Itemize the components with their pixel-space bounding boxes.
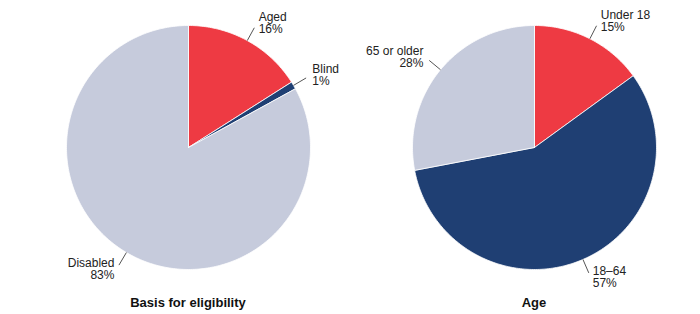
svg-text:Disabled83%: Disabled83% (68, 256, 115, 282)
html-text:Age: Age (521, 295, 547, 310)
svg-text:Under 1815%: Under 1815% (601, 8, 651, 34)
svg-text:Aged16%: Aged16% (259, 10, 287, 36)
svg-text:18–6457%: 18–6457% (593, 264, 627, 290)
svg-text:65 or older28%: 65 or older28% (366, 44, 424, 70)
svg-text:Blind1%: Blind1% (312, 62, 339, 88)
html-text:Basis for eligibility: Basis for eligibility (130, 295, 246, 310)
